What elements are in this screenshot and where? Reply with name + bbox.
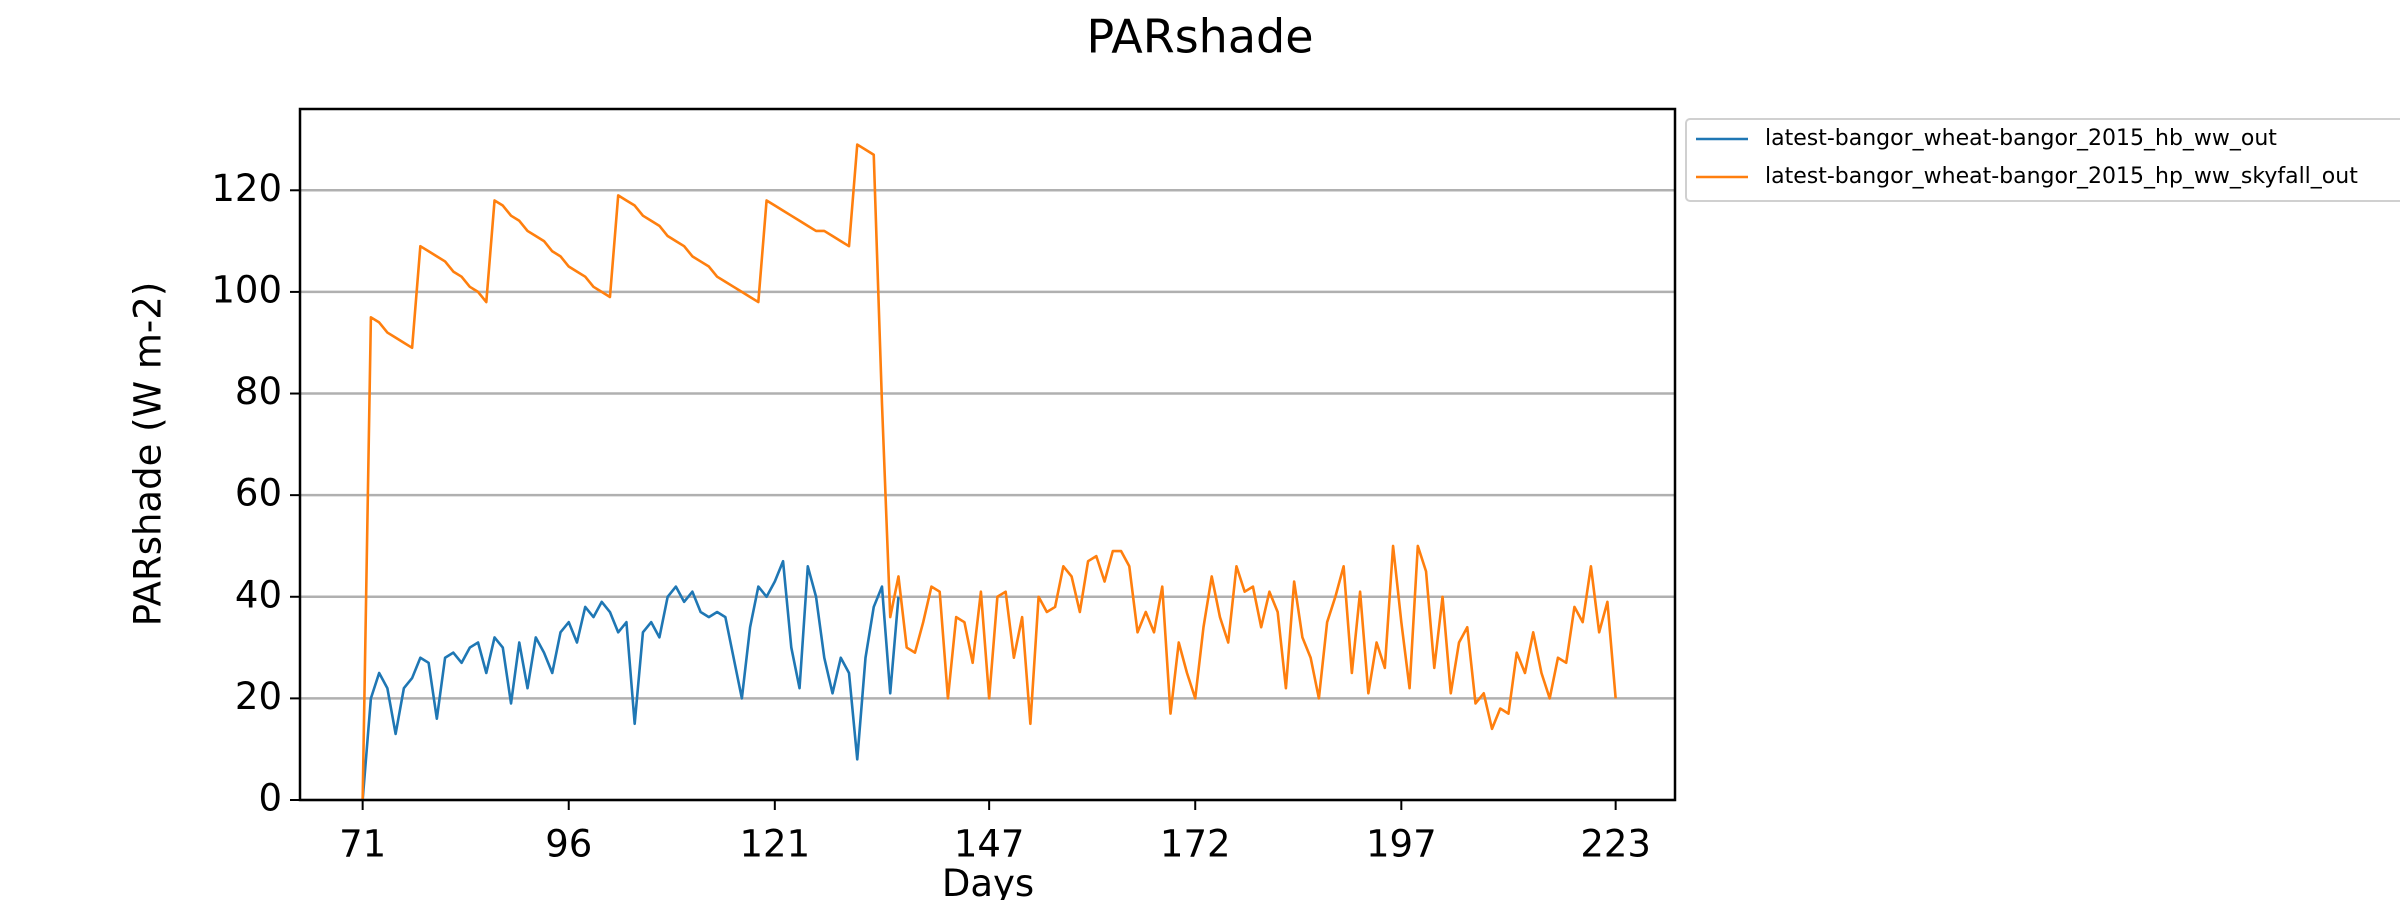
x-tick-label: 96 [545,823,592,866]
y-axis-label: PARshade (W m-2) [127,282,170,627]
y-tick-label: 80 [235,370,282,413]
x-tick-label: 223 [1580,823,1651,866]
series-line [361,559,900,801]
x-tick-label: 147 [954,823,1025,866]
x-axis-label: Days [942,862,1034,900]
legend-label: latest-bangor_wheat-bangor_2015_hp_ww_sk… [1765,164,2358,189]
y-tick-label: 20 [235,675,282,718]
plot-frame [298,107,1677,802]
y-tick-label: 60 [235,472,282,515]
legend-box [1685,118,2400,202]
chart-title: PARshade [1086,10,1313,64]
x-tick-label: 197 [1366,823,1437,866]
x-tick-label: 71 [339,823,386,866]
series-line [361,143,1617,801]
y-tick-label: 100 [211,268,282,311]
y-tick-label: 120 [211,167,282,210]
x-tick-label: 121 [740,823,811,866]
x-tick-label: 172 [1160,823,1231,866]
y-tick-label: 0 [258,777,282,820]
y-tick-label: 40 [235,573,282,616]
legend-label: latest-bangor_wheat-bangor_2015_hb_ww_ou… [1765,126,2277,151]
